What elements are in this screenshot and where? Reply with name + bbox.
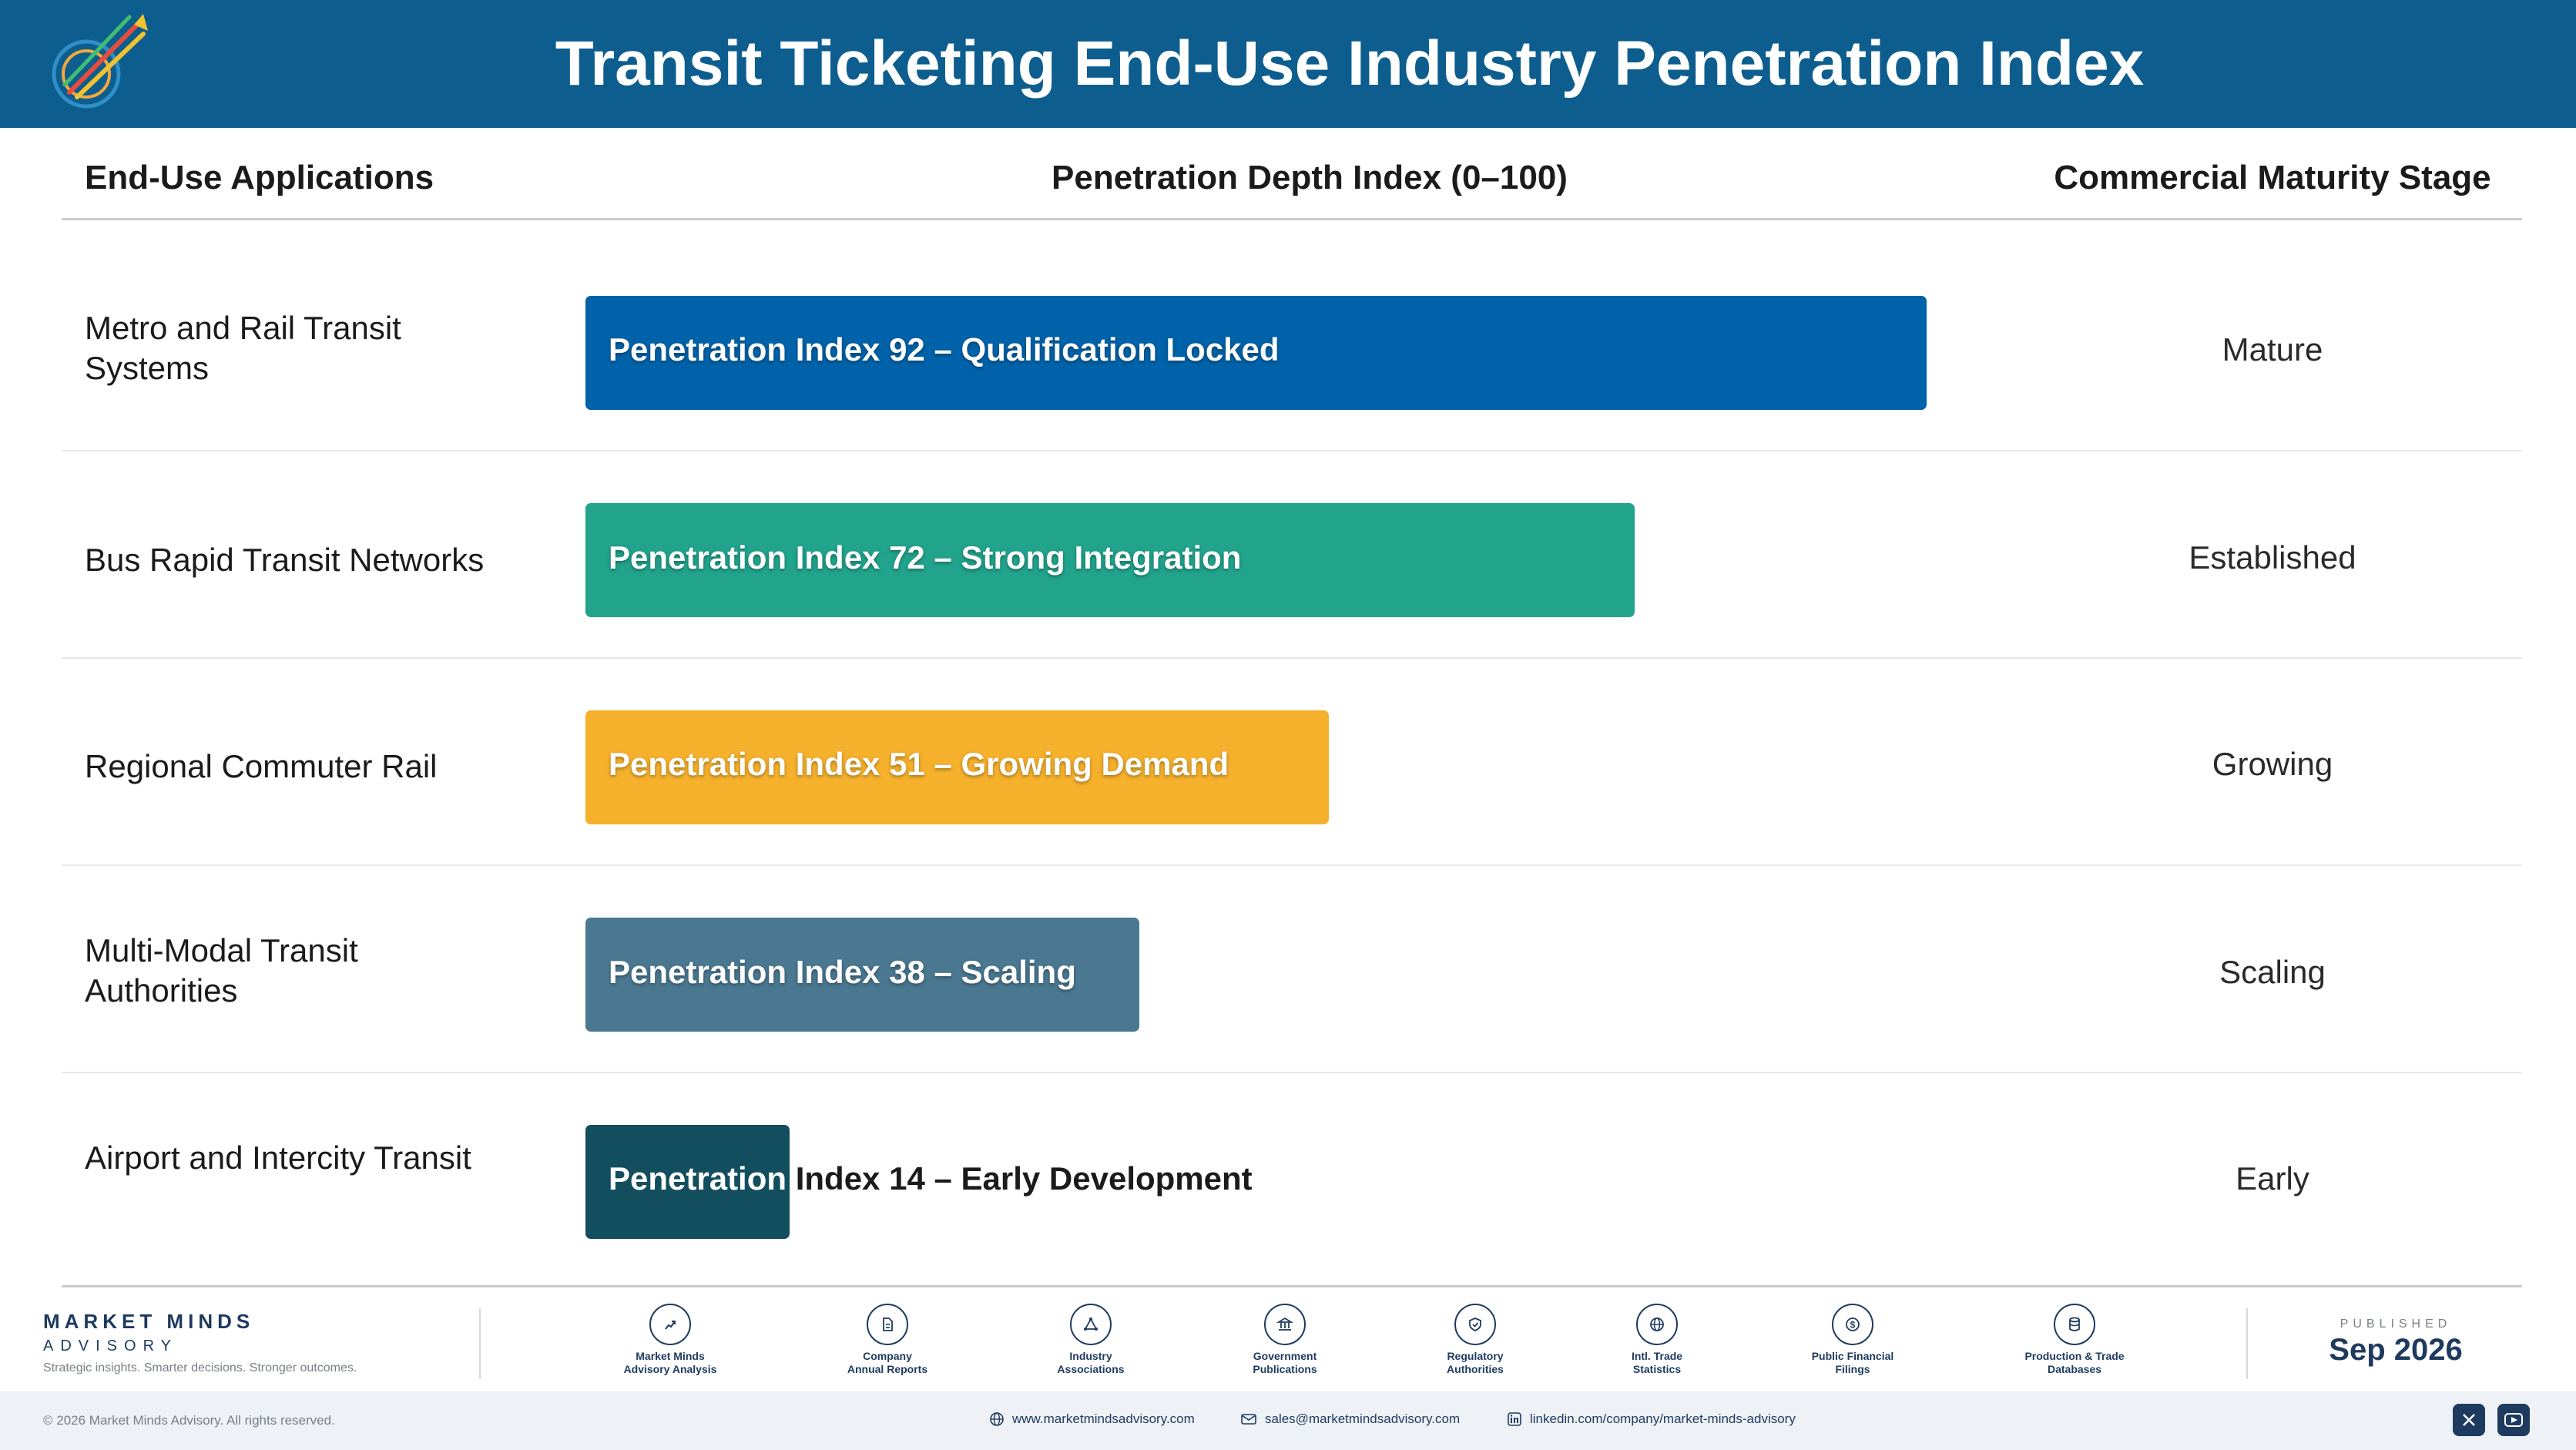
source-label-line2: Associations	[1057, 1363, 1125, 1375]
row-divider	[62, 864, 2522, 866]
youtube-icon	[2504, 1413, 2523, 1427]
bar-label: Penetration Index 38 – Scaling	[609, 954, 1076, 990]
source-label-line1: Industry	[1069, 1350, 1112, 1362]
source-item: Production & Trade Databases	[1997, 1304, 2152, 1376]
brand-subtitle: ADVISORY	[43, 1338, 178, 1354]
network-icon	[1070, 1304, 1112, 1345]
source-item: Industry Associations	[1014, 1304, 1168, 1376]
bar-label: Penetration Index 72 – Strong Integratio…	[609, 539, 1242, 576]
source-label: Market Minds Advisory Analysis	[593, 1350, 747, 1376]
bar-label: Penetration Index 14 – Early Development	[609, 1160, 1253, 1197]
company-logo	[52, 14, 148, 109]
source-label: Regulatory Authorities	[1398, 1350, 1552, 1376]
source-item: Company Annual Reports	[810, 1304, 964, 1376]
row-divider	[62, 1072, 2522, 1073]
linkedin-icon	[1508, 1412, 1521, 1426]
application-label: Bus Rapid Transit Networks	[85, 542, 485, 578]
bar-bus-rapid-transit	[585, 503, 1635, 617]
source-item: Government Publications	[1208, 1304, 1362, 1376]
globe-icon	[990, 1412, 1004, 1426]
source-label-line2: Annual Reports	[847, 1363, 928, 1375]
trend-chart-icon	[649, 1304, 691, 1345]
row-divider	[62, 657, 2522, 659]
bar-multi-modal	[585, 918, 1139, 1032]
header-divider	[62, 218, 2522, 220]
column-header-applications: End-Use Applications	[85, 159, 434, 196]
source-label: Public Financial Filings	[1776, 1350, 1930, 1376]
source-item: Market Minds Advisory Analysis	[593, 1304, 747, 1376]
source-label-line1: Public Financial	[1811, 1350, 1894, 1362]
database-icon	[2054, 1304, 2095, 1345]
published-date: Sep 2026	[2329, 1333, 2463, 1367]
source-label-line1: Market Minds	[636, 1350, 705, 1362]
stage-label: Established	[2189, 539, 2356, 576]
footer-bottom-bar	[0, 1391, 2576, 1450]
source-label-line2: Statistics	[1632, 1363, 1682, 1375]
footer-divider	[479, 1308, 481, 1379]
bar-label: Penetration Index 51 – Growing Demand	[609, 746, 1229, 782]
stage-label: Growing	[2212, 746, 2333, 782]
bar-label-inside: Penetration	[609, 1160, 787, 1197]
email-text: sales@marketmindsadvisory.com	[1265, 1411, 1461, 1426]
brand-tagline: Strategic insights. Smarter decisions. S…	[43, 1361, 357, 1374]
bar-label: Penetration Index 92 – Qualification Loc…	[609, 331, 1280, 368]
email-link[interactable]: sales@marketmindsadvisory.com	[1240, 1411, 1460, 1427]
website-link[interactable]: www.marketmindsadvisory.com	[989, 1411, 1195, 1427]
copyright: © 2026 Market Minds Advisory. All rights…	[43, 1413, 335, 1428]
brand-name: MARKET MINDS	[43, 1310, 255, 1333]
bar-regional-commuter-rail	[585, 710, 1329, 824]
source-item: $ Public Financial Filings	[1776, 1304, 1930, 1376]
government-building-icon	[1264, 1304, 1306, 1345]
stage-label: Scaling	[2219, 954, 2326, 990]
source-label-line1: Intl. Trade	[1631, 1350, 1683, 1362]
published-label: PUBLISHED	[2340, 1317, 2452, 1331]
dollar-coin-icon: $	[1832, 1304, 1873, 1345]
page-title: Transit Ticketing End-Use Industry Penet…	[555, 29, 2145, 99]
source-label-line2: Filings	[1835, 1363, 1870, 1375]
linkedin-link[interactable]: linkedin.com/company/market-minds-adviso…	[1507, 1411, 1796, 1427]
mail-icon	[1241, 1414, 1256, 1425]
application-label: Multi-Modal Transit Authorities	[85, 932, 358, 1009]
source-label: Government Publications	[1208, 1350, 1362, 1376]
table-bottom-divider	[62, 1285, 2522, 1287]
source-label: Production & Trade Databases	[1997, 1350, 2152, 1376]
source-label-line1: Government	[1253, 1350, 1317, 1362]
source-label: Industry Associations	[1014, 1350, 1168, 1376]
youtube-social-button[interactable]	[2497, 1404, 2530, 1436]
stage-label: Mature	[2222, 331, 2323, 368]
column-header-index: Penetration Depth Index (0–100)	[1052, 159, 1568, 196]
website-text: www.marketmindsadvisory.com	[1012, 1411, 1195, 1426]
document-icon	[867, 1304, 908, 1345]
linkedin-text: linkedin.com/company/market-minds-adviso…	[1530, 1411, 1796, 1426]
x-icon	[2463, 1414, 2475, 1426]
x-social-button[interactable]	[2453, 1404, 2485, 1436]
source-item: Regulatory Authorities	[1398, 1304, 1552, 1376]
svg-text:$: $	[1850, 1320, 1856, 1331]
source-label-line2: Publications	[1253, 1363, 1317, 1375]
application-label: Airport and Intercity Transit	[85, 1140, 471, 1176]
source-label: Company Annual Reports	[810, 1350, 964, 1376]
shield-check-icon	[1454, 1304, 1496, 1345]
bar-airport-intercity	[585, 1125, 790, 1239]
source-label-line2: Advisory Analysis	[623, 1363, 717, 1375]
column-header-stage: Commercial Maturity Stage	[2054, 159, 2491, 196]
application-label: Regional Commuter Rail	[85, 748, 438, 784]
header-banner: Transit Ticketing End-Use Industry Penet…	[0, 0, 2576, 128]
source-item: Intl. Trade Statistics	[1580, 1304, 1734, 1376]
bar-label-outside: Index 14 – Early Development	[787, 1160, 1253, 1197]
source-label: Intl. Trade Statistics	[1580, 1350, 1734, 1376]
source-label-line1: Production & Trade	[2024, 1350, 2125, 1362]
source-label-line2: Authorities	[1447, 1363, 1504, 1375]
row-divider	[62, 450, 2522, 451]
bar-metro-rail	[585, 296, 1927, 410]
source-label-line1: Company	[863, 1350, 912, 1362]
source-label-line2: Databases	[2047, 1363, 2102, 1375]
stage-label: Early	[2236, 1160, 2309, 1197]
footer-divider	[2246, 1308, 2248, 1379]
globe-icon	[1636, 1304, 1678, 1345]
application-label: Metro and Rail Transit Systems	[85, 310, 401, 386]
source-label-line1: Regulatory	[1447, 1350, 1504, 1362]
